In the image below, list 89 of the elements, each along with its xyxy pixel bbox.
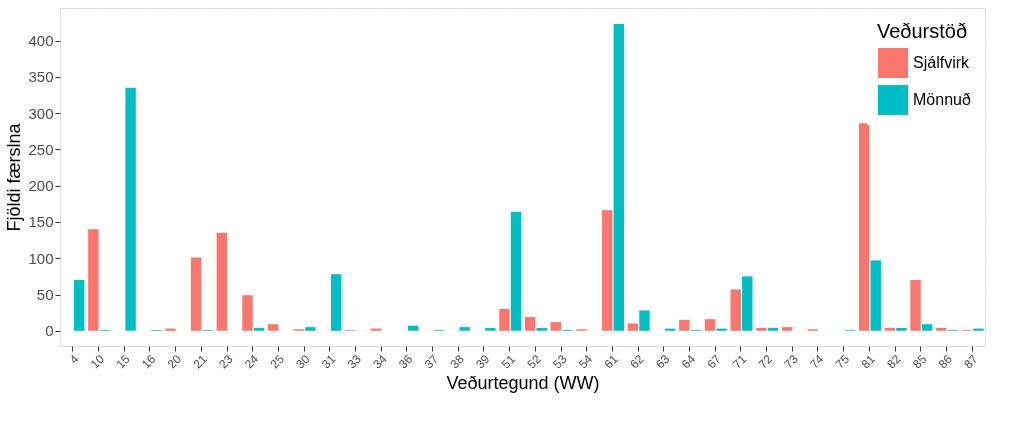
y-tick-label: 150 — [28, 213, 54, 231]
bar — [730, 289, 741, 331]
x-tick-label: 15 — [113, 351, 133, 372]
bar — [165, 328, 176, 331]
legend-label: Sjálfvirk — [913, 54, 971, 71]
legend-label: Mönnuð — [913, 91, 971, 108]
bar — [627, 323, 639, 331]
bar — [408, 325, 419, 331]
x-tick-label: 37 — [421, 351, 442, 372]
bar — [639, 310, 650, 331]
bar — [602, 210, 613, 331]
bar — [485, 327, 496, 331]
bar — [499, 309, 510, 331]
bar — [704, 319, 716, 331]
bar — [781, 327, 793, 331]
x-tick-label: 30 — [293, 351, 313, 372]
bar — [524, 316, 536, 331]
x-tick-label: 67 — [704, 351, 724, 372]
x-tick-label: 10 — [87, 351, 108, 372]
x-tick-label: 25 — [267, 351, 288, 372]
x-tick-label: 31 — [318, 351, 339, 372]
bar — [510, 211, 522, 331]
x-tick-label: 33 — [344, 351, 365, 372]
bar — [74, 280, 85, 331]
bar — [921, 324, 933, 331]
y-tick-label: 300 — [28, 104, 54, 122]
bar — [125, 87, 136, 331]
legend-title: Veðurstöð — [877, 20, 968, 42]
x-tick-label: 54 — [575, 351, 596, 372]
bar — [767, 327, 779, 331]
bar — [679, 319, 690, 331]
bar — [742, 276, 753, 331]
x-tick-label: 21 — [190, 351, 211, 372]
x-tick-label: 63 — [652, 351, 673, 372]
x-tick-label: 72 — [755, 351, 776, 372]
x-tick-label: 86 — [935, 351, 956, 372]
x-tick-label: 62 — [627, 351, 647, 372]
x-tick-label: 74 — [807, 351, 827, 372]
x-axis-title: Veðurtegund (WW) — [446, 372, 600, 393]
bar — [936, 327, 947, 331]
x-tick-label: 61 — [601, 351, 622, 372]
bar — [242, 295, 253, 331]
y-tick-label: 50 — [36, 286, 54, 303]
y-tick-label: 400 — [28, 32, 54, 50]
bar — [756, 327, 767, 331]
x-tick-label: 52 — [524, 351, 545, 372]
bar — [88, 229, 99, 331]
bar — [190, 257, 202, 331]
bar — [253, 327, 265, 331]
y-tick-label: 250 — [28, 140, 54, 158]
bar — [536, 327, 547, 331]
bar — [613, 23, 624, 331]
x-tick-label: 23 — [216, 351, 236, 372]
bar — [268, 324, 279, 331]
x-tick-label: 39 — [473, 351, 493, 372]
y-tick-label: 350 — [28, 68, 54, 86]
y-tick-label: 0 — [45, 322, 54, 340]
x-tick-label: 81 — [858, 351, 879, 372]
x-tick-label: 51 — [498, 351, 519, 372]
x-tick-label: 64 — [678, 351, 699, 372]
bar — [330, 274, 342, 331]
x-tick-label: 75 — [832, 351, 853, 372]
bar — [870, 260, 881, 331]
x-tick-label: 20 — [164, 351, 185, 372]
bar — [216, 232, 228, 331]
x-tick-label: 16 — [139, 351, 159, 372]
x-tick-label: 38 — [447, 351, 467, 372]
bar — [716, 328, 727, 331]
x-tick-label: 85 — [909, 351, 930, 372]
x-tick-label: 73 — [781, 351, 801, 372]
x-tick-label: 36 — [396, 351, 416, 372]
x-tick-label: 87 — [961, 351, 981, 372]
bar — [884, 327, 896, 331]
x-tick-label: 82 — [884, 351, 904, 372]
bar — [973, 328, 984, 331]
bar — [858, 123, 870, 331]
y-tick-label: 100 — [28, 249, 54, 267]
x-tick-label: 34 — [370, 351, 390, 372]
x-tick-label: 71 — [730, 351, 750, 372]
y-axis-title: Fjöldi færslna — [4, 122, 25, 232]
bar — [459, 327, 470, 331]
x-tick-label: 4 — [66, 351, 82, 367]
bar — [910, 280, 921, 331]
bar — [896, 327, 907, 331]
y-tick-label: 200 — [28, 177, 54, 195]
bar — [550, 322, 562, 331]
bar — [305, 327, 316, 331]
x-tick-label: 24 — [241, 351, 262, 372]
x-tick-label: 53 — [550, 351, 570, 372]
